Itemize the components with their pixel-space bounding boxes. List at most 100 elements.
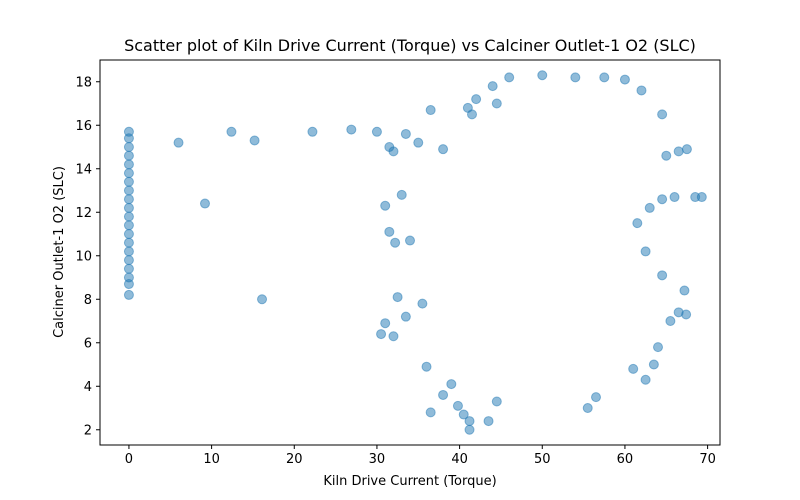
data-point [388,331,399,342]
data-point [123,185,134,196]
data-point [396,189,407,200]
data-point [653,342,663,353]
data-point [537,70,548,81]
data-point [504,72,515,83]
data-point [123,126,134,137]
chart-title: Scatter plot of Kiln Drive Current (Torq… [124,36,696,55]
data-point [570,72,581,83]
data-point [619,74,630,85]
data-point [636,85,647,96]
data-point [644,202,655,213]
x-tick-label: 40 [451,452,468,467]
data-point [123,159,134,170]
data-point [425,407,436,418]
data-point [388,146,399,157]
data-point [380,200,391,211]
data-point [400,311,411,322]
data-point [462,102,473,113]
x-tick-label: 70 [699,452,716,467]
data-point [249,135,260,146]
data-point [123,246,134,257]
data-point [661,150,672,161]
data-point [123,255,134,266]
data-point [123,176,134,187]
data-point [405,235,415,246]
data-point [226,126,237,137]
data-point [400,128,411,139]
data-point [123,272,134,283]
x-tick-label: 50 [534,452,551,467]
scatter-points [123,70,707,435]
data-point [438,389,449,400]
data-point [657,194,668,205]
data-point [123,150,134,161]
y-axis-label: Calciner Outlet-1 O2 (SLC) [52,166,67,338]
data-point [696,192,707,203]
y-tick-label: 10 [75,249,92,264]
data-point [199,198,210,209]
data-point [438,144,449,155]
data-point [123,202,134,213]
data-point [648,359,659,370]
x-tick-label: 60 [617,452,634,467]
data-point [599,72,610,83]
data-point [371,126,382,137]
data-point [679,285,690,296]
data-point [582,403,593,414]
data-point [657,109,668,120]
data-point [425,105,436,116]
data-point [123,289,134,300]
data-point [665,316,676,327]
x-axis-ticks: 0 10 20 30 40 50 60 70 [125,445,716,467]
data-point [640,246,651,257]
y-axis-ticks: 2 4 6 8 10 12 14 16 18 [75,75,100,438]
data-point [123,142,134,153]
data-point [123,229,134,240]
data-point [458,409,469,420]
data-point [487,81,498,92]
data-point [421,361,432,372]
y-tick-label: 12 [75,206,92,221]
y-tick-label: 18 [75,75,92,90]
data-point [632,218,643,229]
data-point [123,237,134,248]
data-point [681,309,692,320]
data-point [471,94,482,105]
y-tick-label: 2 [84,423,92,438]
data-point [390,237,401,248]
data-point [307,126,318,137]
data-point [123,263,134,274]
data-point [681,144,692,155]
data-point [376,329,387,340]
y-tick-label: 16 [75,119,92,134]
data-point [417,298,428,309]
data-point [446,379,457,390]
data-point [491,98,502,109]
y-tick-label: 8 [84,293,92,308]
data-point [591,392,601,403]
x-tick-label: 20 [286,452,303,467]
data-point [123,168,134,179]
y-tick-label: 6 [84,336,92,351]
data-point [380,318,391,329]
data-point [384,226,395,237]
x-tick-label: 30 [369,452,386,467]
data-point [123,211,134,222]
data-point [346,124,357,135]
plot-area-frame [99,59,721,446]
y-tick-label: 4 [84,380,92,395]
data-point [491,396,502,407]
data-point [452,400,463,411]
data-point [392,292,403,303]
x-tick-label: 0 [125,452,133,467]
x-axis-label: Kiln Drive Current (Torque) [323,474,496,489]
x-tick-label: 10 [203,452,220,467]
y-tick-label: 14 [75,162,92,177]
data-point [628,363,639,374]
data-point [413,137,424,148]
data-point [640,374,651,385]
data-point [483,416,494,427]
data-point [673,146,684,157]
data-point [123,194,134,205]
